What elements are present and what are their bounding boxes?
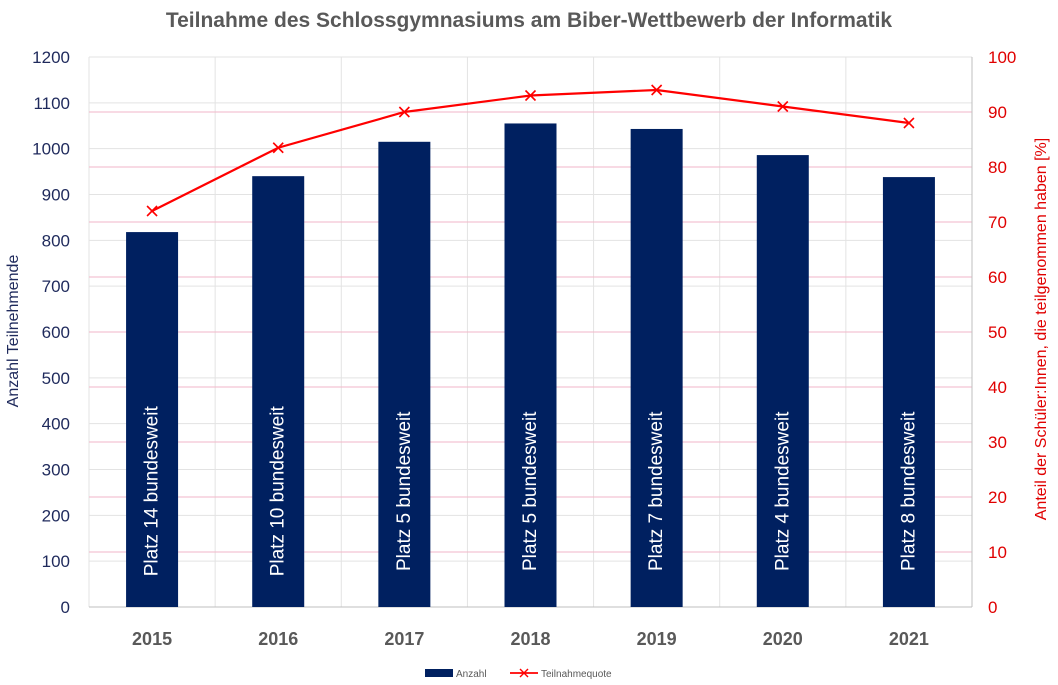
chart-title: Teilnahme des Schlossgymnasiums am Biber…: [166, 9, 893, 32]
line-point-marker: [272, 142, 284, 154]
legend: Anzahl Teilnahmequote: [425, 668, 612, 680]
x-axis-ticks: 2015 2016 2017 2018 2019 2020 2021: [132, 629, 929, 649]
y-tick-label: 800: [42, 231, 70, 250]
legend-label: Teilnahmequote: [541, 669, 612, 680]
y-tick-label: 1100: [33, 94, 70, 113]
x-tick-label: 2020: [763, 629, 803, 649]
y2-tick-label: 50: [988, 323, 1007, 342]
y-tick-label: 400: [42, 415, 70, 434]
y-tick-label: 700: [42, 277, 70, 296]
y2-tick-label: 70: [988, 213, 1007, 232]
y-axis-label: Anzahl Teilnehmende: [5, 255, 22, 408]
x-tick-label: 2018: [510, 629, 550, 649]
line-series: [146, 84, 915, 217]
y2-tick-label: 100: [988, 48, 1016, 67]
right-axis-ticks: 0 10 20 30 40 50 60 70 80 90 100: [988, 48, 1016, 617]
legend-swatch-line: [510, 668, 538, 678]
bar: [378, 141, 431, 607]
bar-data-label: Platz 5 bundesweit: [394, 411, 415, 571]
bar: [882, 177, 935, 608]
x-tick-label: 2021: [889, 629, 929, 649]
y-tick-label: 1200: [32, 48, 70, 67]
y-tick-label: 100: [42, 552, 70, 571]
line-point-marker: [777, 100, 789, 113]
y2-tick-label: 10: [988, 543, 1007, 562]
bars: [126, 123, 935, 608]
bar-data-label: Platz 10 bundesweit: [268, 406, 289, 577]
legend-swatch-bar: [425, 669, 453, 677]
y-tick-label: 900: [42, 186, 70, 205]
y2-tick-label: 60: [988, 268, 1007, 287]
legend-label: Anzahl: [456, 669, 487, 680]
line-point-marker: [903, 117, 915, 129]
x-tick-label: 2016: [258, 629, 298, 649]
y-tick-label: 200: [42, 506, 70, 525]
bar-data-label: Platz 8 bundesweit: [898, 411, 919, 571]
left-axis-ticks: 0 100 200 300 400 500 600 700 800 900 1000 1100 1200: [32, 48, 70, 617]
line-point-marker: [651, 84, 663, 96]
bar: [756, 155, 809, 608]
bar: [630, 128, 683, 608]
y-tick-label: 0: [61, 598, 70, 617]
bar: [504, 123, 557, 607]
y2-tick-label: 20: [988, 488, 1007, 507]
y2-tick-label: 30: [988, 433, 1007, 452]
y-tick-label: 600: [42, 323, 70, 342]
y-tick-label: 500: [42, 369, 70, 388]
line-point-marker: [398, 106, 410, 118]
line-point-marker: [146, 205, 158, 217]
bar: [126, 232, 179, 608]
bar-data-label: Platz 7 bundesweit: [646, 411, 667, 571]
x-tick-label: 2017: [384, 629, 424, 649]
bar-data-label: Platz 4 bundesweit: [772, 411, 793, 571]
bar-data-label: Platz 14 bundesweit: [142, 406, 163, 577]
y2-tick-label: 80: [988, 158, 1007, 177]
y-tick-label: 1000: [32, 140, 70, 159]
y2-tick-label: 0: [988, 598, 997, 617]
bar: [252, 176, 305, 607]
x-tick-label: 2019: [637, 629, 677, 649]
bar-labels: Platz 14 bundesweit Platz 10 bundesweit Pl…: [142, 406, 920, 577]
y2-tick-label: 90: [988, 103, 1007, 122]
y2-tick-label: 40: [988, 378, 1007, 397]
line-point-marker: [524, 89, 537, 102]
y-tick-label: 300: [42, 461, 70, 480]
x-tick-label: 2015: [132, 629, 172, 649]
y2-axis-label: Anteil der Schüler:Innen, die teilgenomm…: [1033, 138, 1050, 520]
bar-data-label: Platz 5 bundesweit: [520, 411, 541, 571]
